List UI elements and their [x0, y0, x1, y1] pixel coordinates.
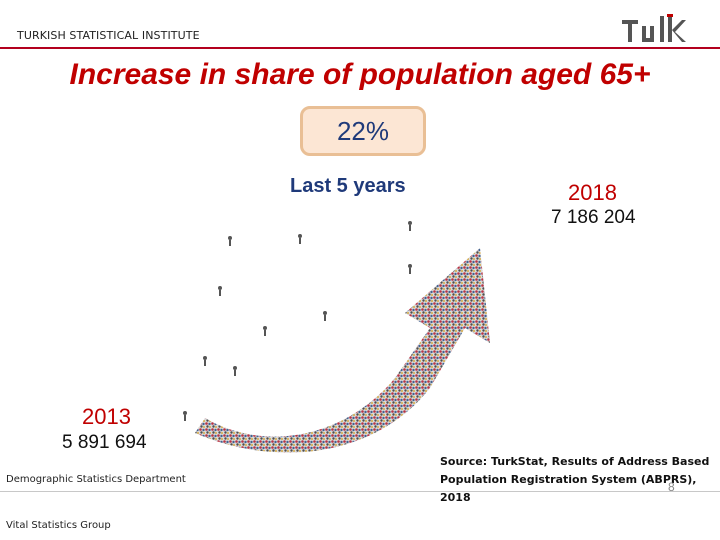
- increase-percent-value: 22%: [336, 115, 390, 146]
- end-value: 7 186 204: [551, 207, 636, 228]
- crowd-arrow-image: [183, 221, 490, 453]
- org-name: TURKISH STATISTICAL INSTITUTE: [17, 29, 200, 42]
- group-label: Vital Statistics Group: [6, 520, 111, 531]
- department-label: Demographic Statistics Department: [6, 474, 186, 485]
- start-value: 5 891 694: [62, 432, 147, 453]
- end-year: 2018: [568, 180, 617, 205]
- period-label: Last 5 years: [290, 175, 406, 197]
- page-title: Increase in share of population aged 65+: [69, 58, 651, 91]
- increase-percent-badge: 22%: [300, 106, 426, 156]
- footer-divider: [0, 491, 720, 492]
- page-number: 8: [668, 480, 675, 494]
- source-note: Source: TurkStat, Results of Address Bas…: [440, 455, 710, 504]
- header-divider: [0, 47, 720, 49]
- start-year: 2013: [82, 404, 131, 429]
- tuik-logo-icon: [622, 14, 686, 42]
